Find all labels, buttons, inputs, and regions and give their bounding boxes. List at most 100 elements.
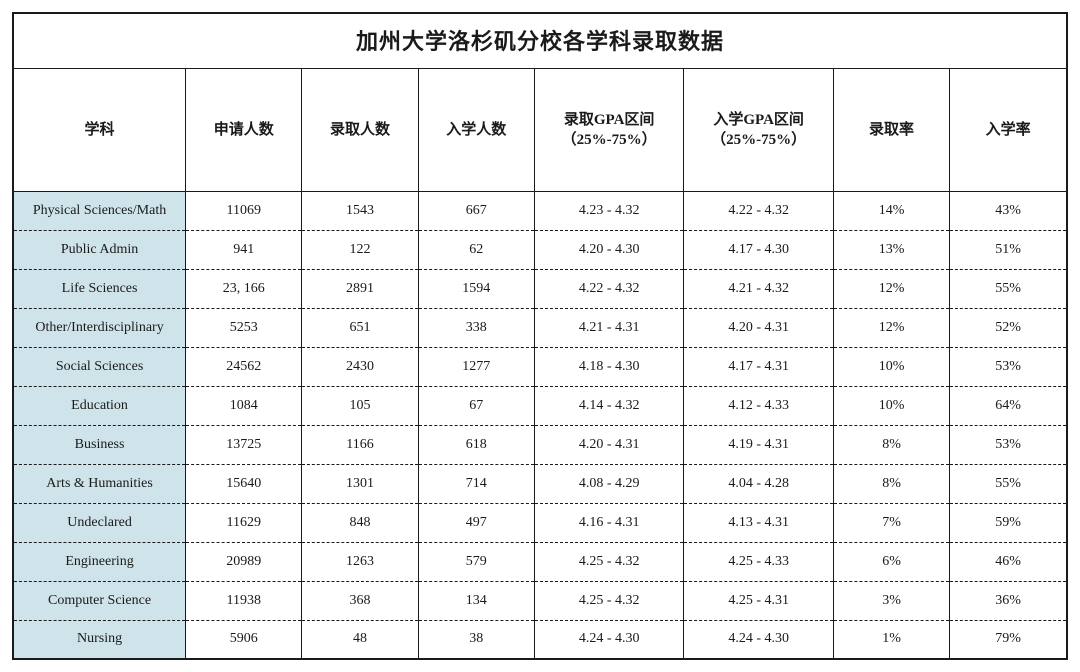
cell-enrolled: 497 (418, 503, 534, 542)
cell-admit-gpa: 4.25 - 4.32 (534, 542, 683, 581)
cell-applicants: 24562 (186, 347, 302, 386)
cell-admits: 122 (302, 230, 418, 269)
cell-enrolled: 579 (418, 542, 534, 581)
cell-admits: 2430 (302, 347, 418, 386)
table-row: Other/Interdisciplinary 5253 651 338 4.2… (14, 308, 1066, 347)
cell-enroll-gpa: 4.25 - 4.31 (684, 581, 833, 620)
cell-admit-rate: 6% (833, 542, 949, 581)
col-admits: 录取人数 (302, 69, 418, 192)
cell-applicants: 5253 (186, 308, 302, 347)
cell-enrolled: 1277 (418, 347, 534, 386)
cell-enroll-rate: 51% (950, 230, 1066, 269)
cell-admits: 105 (302, 386, 418, 425)
cell-applicants: 13725 (186, 425, 302, 464)
table-row: Engineering 20989 1263 579 4.25 - 4.32 4… (14, 542, 1066, 581)
cell-enroll-rate: 43% (950, 191, 1066, 230)
cell-enroll-gpa: 4.19 - 4.31 (684, 425, 833, 464)
cell-applicants: 23, 166 (186, 269, 302, 308)
cell-admit-gpa: 4.14 - 4.32 (534, 386, 683, 425)
cell-enrolled: 714 (418, 464, 534, 503)
col-applicants: 申请人数 (186, 69, 302, 192)
cell-enrolled: 62 (418, 230, 534, 269)
cell-enrolled: 38 (418, 620, 534, 658)
table-row: Arts & Humanities 15640 1301 714 4.08 - … (14, 464, 1066, 503)
table-row: Business 13725 1166 618 4.20 - 4.31 4.19… (14, 425, 1066, 464)
cell-admit-gpa: 4.20 - 4.30 (534, 230, 683, 269)
cell-enroll-gpa: 4.04 - 4.28 (684, 464, 833, 503)
col-admit-gpa: 录取GPA区间（25%-75%） (534, 69, 683, 192)
cell-admits: 1543 (302, 191, 418, 230)
cell-admit-rate: 1% (833, 620, 949, 658)
cell-enroll-rate: 53% (950, 347, 1066, 386)
cell-admit-rate: 13% (833, 230, 949, 269)
cell-admit-rate: 3% (833, 581, 949, 620)
cell-enroll-rate: 52% (950, 308, 1066, 347)
cell-admit-gpa: 4.08 - 4.29 (534, 464, 683, 503)
cell-enroll-gpa: 4.25 - 4.33 (684, 542, 833, 581)
cell-enroll-rate: 46% (950, 542, 1066, 581)
cell-applicants: 11938 (186, 581, 302, 620)
table-row: Undeclared 11629 848 497 4.16 - 4.31 4.1… (14, 503, 1066, 542)
cell-applicants: 1084 (186, 386, 302, 425)
table-row: Education 1084 105 67 4.14 - 4.32 4.12 -… (14, 386, 1066, 425)
cell-admit-rate: 12% (833, 308, 949, 347)
cell-enroll-gpa: 4.24 - 4.30 (684, 620, 833, 658)
cell-enroll-gpa: 4.20 - 4.31 (684, 308, 833, 347)
cell-admit-gpa: 4.18 - 4.30 (534, 347, 683, 386)
cell-subject: Social Sciences (14, 347, 186, 386)
cell-admits: 1263 (302, 542, 418, 581)
table-row: Nursing 5906 48 38 4.24 - 4.30 4.24 - 4.… (14, 620, 1066, 658)
col-enroll-gpa: 入学GPA区间（25%-75%） (684, 69, 833, 192)
cell-admit-rate: 7% (833, 503, 949, 542)
cell-enroll-rate: 53% (950, 425, 1066, 464)
cell-applicants: 5906 (186, 620, 302, 658)
cell-admits: 848 (302, 503, 418, 542)
cell-subject: Other/Interdisciplinary (14, 308, 186, 347)
cell-admit-rate: 12% (833, 269, 949, 308)
cell-admits: 2891 (302, 269, 418, 308)
col-admit-rate: 录取率 (833, 69, 949, 192)
cell-admits: 1166 (302, 425, 418, 464)
cell-enrolled: 338 (418, 308, 534, 347)
cell-subject: Arts & Humanities (14, 464, 186, 503)
cell-admit-rate: 10% (833, 386, 949, 425)
cell-admit-gpa: 4.22 - 4.32 (534, 269, 683, 308)
cell-subject: Education (14, 386, 186, 425)
cell-enroll-rate: 79% (950, 620, 1066, 658)
cell-subject: Public Admin (14, 230, 186, 269)
cell-enroll-gpa: 4.21 - 4.32 (684, 269, 833, 308)
cell-subject: Engineering (14, 542, 186, 581)
cell-enroll-rate: 55% (950, 269, 1066, 308)
cell-subject: Undeclared (14, 503, 186, 542)
table-row: Life Sciences 23, 166 2891 1594 4.22 - 4… (14, 269, 1066, 308)
admissions-table-container: 加州大学洛杉矶分校各学科录取数据 学科 申请人数 录取人数 入学人数 录取GPA… (12, 12, 1068, 660)
admissions-table: 加州大学洛杉矶分校各学科录取数据 学科 申请人数 录取人数 入学人数 录取GPA… (14, 14, 1066, 658)
cell-admit-gpa: 4.21 - 4.31 (534, 308, 683, 347)
cell-admit-gpa: 4.16 - 4.31 (534, 503, 683, 542)
cell-enroll-gpa: 4.13 - 4.31 (684, 503, 833, 542)
cell-applicants: 20989 (186, 542, 302, 581)
cell-enroll-gpa: 4.17 - 4.30 (684, 230, 833, 269)
cell-admits: 1301 (302, 464, 418, 503)
table-row: Physical Sciences/Math 11069 1543 667 4.… (14, 191, 1066, 230)
table-title: 加州大学洛杉矶分校各学科录取数据 (14, 14, 1066, 69)
cell-enroll-gpa: 4.12 - 4.33 (684, 386, 833, 425)
col-enroll-rate: 入学率 (950, 69, 1066, 192)
col-enrolled: 入学人数 (418, 69, 534, 192)
cell-enroll-gpa: 4.17 - 4.31 (684, 347, 833, 386)
table-row: Social Sciences 24562 2430 1277 4.18 - 4… (14, 347, 1066, 386)
cell-applicants: 11629 (186, 503, 302, 542)
cell-applicants: 11069 (186, 191, 302, 230)
cell-enrolled: 67 (418, 386, 534, 425)
cell-applicants: 941 (186, 230, 302, 269)
table-row: Public Admin 941 122 62 4.20 - 4.30 4.17… (14, 230, 1066, 269)
cell-enrolled: 667 (418, 191, 534, 230)
cell-admit-gpa: 4.24 - 4.30 (534, 620, 683, 658)
cell-subject: Business (14, 425, 186, 464)
cell-admit-gpa: 4.25 - 4.32 (534, 581, 683, 620)
table-header-row: 学科 申请人数 录取人数 入学人数 录取GPA区间（25%-75%） 入学GPA… (14, 69, 1066, 192)
cell-admits: 651 (302, 308, 418, 347)
table-body: Physical Sciences/Math 11069 1543 667 4.… (14, 191, 1066, 658)
table-row: Computer Science 11938 368 134 4.25 - 4.… (14, 581, 1066, 620)
cell-admit-gpa: 4.23 - 4.32 (534, 191, 683, 230)
